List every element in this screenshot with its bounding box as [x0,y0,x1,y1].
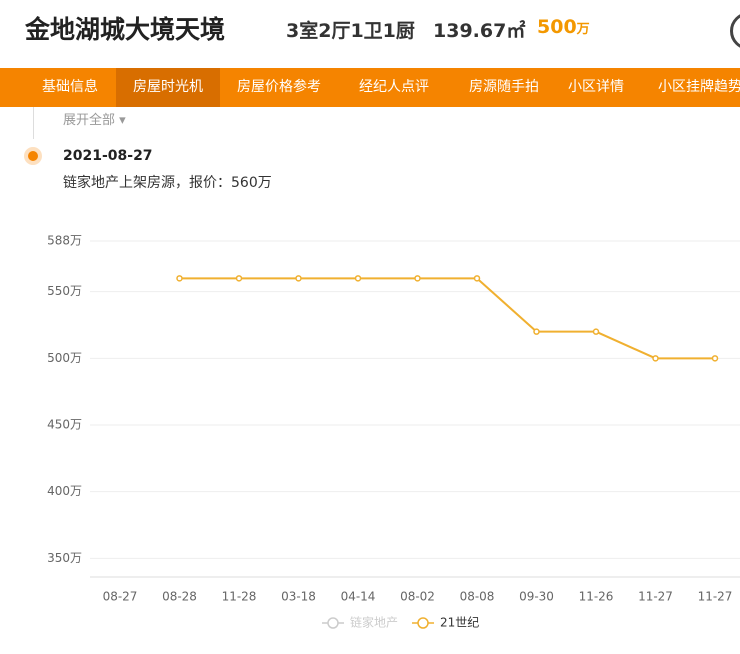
timeline-date: 2021-08-27 [63,148,153,164]
y-tick-label: 588万 [47,234,82,248]
timeline-line [33,107,34,139]
expand-all[interactable]: 展开全部 ▾ [63,113,126,128]
y-tick-label: 500万 [47,351,82,365]
legend-label[interactable]: 链家地产 [350,615,398,630]
point [592,328,600,335]
nav-tab[interactable]: 房屋价格参考 [237,79,321,95]
price: 500万 [537,16,590,38]
x-tick-label: 09-30 [519,590,554,604]
point [711,355,719,362]
x-tick-label: 11-27 [698,590,733,604]
x-tick-label: 11-26 [579,590,614,604]
expand-text[interactable]: 展开全部 [63,113,116,128]
series-line [179,277,715,360]
timeline-text: 链家地产上架房源，报价：560万 [63,175,272,191]
point [652,355,659,362]
point [354,275,362,282]
point [473,275,481,282]
x-tick-label: 08-27 [103,590,138,604]
price-value: 500 [537,16,577,38]
title: 金地湖城大境天境 [25,15,226,44]
nav-tab[interactable]: 经纪人点评 [359,79,429,95]
legend-marker [327,617,339,629]
nav-tab[interactable]: 基础信息 [42,79,98,95]
y-tick-label: 450万 [47,418,82,432]
y-tick-label: 350万 [47,551,82,565]
nav-bar: 基础信息 房屋时光机 房屋价格参考 经纪人点评 房源随手拍 小区详情 小区挂牌趋势 [0,68,740,107]
x-tick-label: 08-02 [400,590,435,604]
timeline-dot [24,147,42,165]
legend-label[interactable]: 21世纪 [440,616,479,630]
y-tick-label: 550万 [47,284,82,298]
price-unit: 万 [576,22,590,37]
nav-tab[interactable]: 房源随手拍 [469,79,539,95]
nav-tab[interactable]: 小区详情 [568,79,624,95]
nav-tab[interactable]: 房屋时光机 [116,68,220,107]
x-tick-label: 04-14 [341,590,376,604]
point [414,275,421,282]
point [533,328,540,335]
nav-tab[interactable]: 小区挂牌趋势 [658,79,740,95]
x-tick-label: 11-28 [222,590,257,604]
point [295,275,302,282]
x-tick-label: 08-28 [162,590,197,604]
point [235,275,243,282]
x-tick-label: 08-08 [460,590,495,604]
point [176,275,183,282]
chart: 350万 400万 450万 500万 550万 588万 08-27 08-28 11-28 0… [47,234,740,630]
legend-marker [417,617,429,629]
x-tick-label: 11-27 [638,590,673,604]
y-tick-label: 400万 [47,484,82,498]
avatar[interactable] [730,12,740,50]
area: 139.67㎡ [433,20,526,42]
x-tick-label: 03-18 [281,590,316,604]
layout: 3室2厅1卫1厨 [286,20,415,42]
